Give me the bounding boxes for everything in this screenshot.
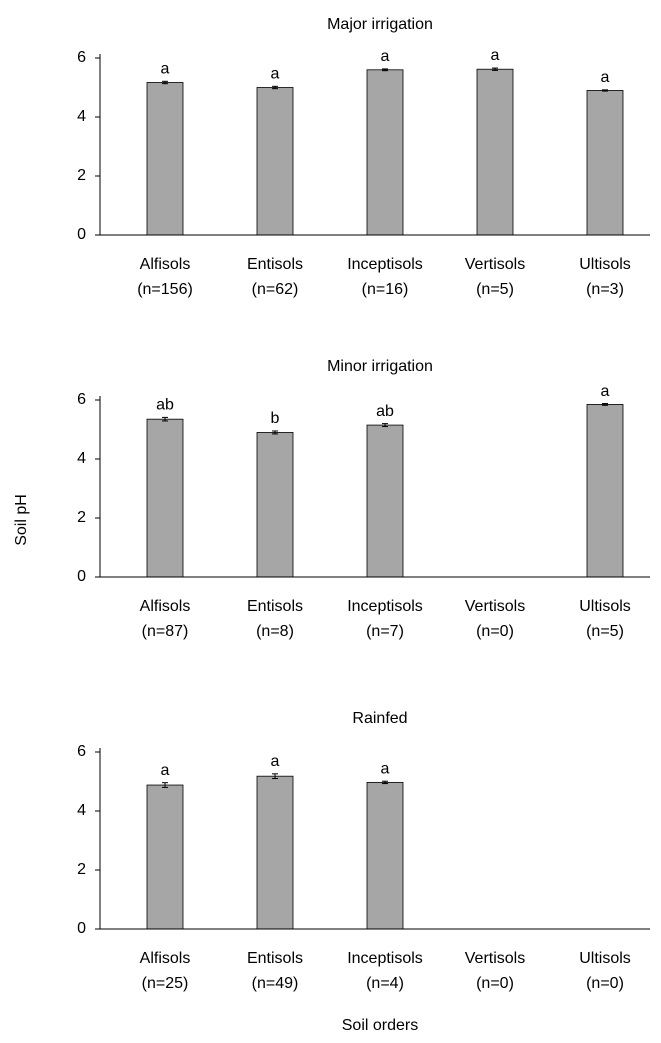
error-bar [382, 780, 388, 785]
bar [366, 424, 404, 578]
x-tick-label: Inceptisols [347, 256, 423, 273]
error-bar [162, 416, 168, 422]
y-axis-label: Soil pH [13, 494, 30, 546]
significance-letter: a [271, 66, 280, 83]
significance-letter: a [381, 48, 390, 65]
bar [586, 404, 624, 578]
error-bar [162, 80, 168, 85]
x-tick-label: Vertisols [465, 950, 525, 967]
x-tick-note: (n=8) [256, 623, 294, 640]
x-tick-label: Inceptisols [347, 598, 423, 615]
x-tick-label: Inceptisols [347, 950, 423, 967]
y-tick-label: 4 [77, 802, 86, 819]
y-tick-label: 0 [77, 568, 86, 585]
x-tick-note: (n=7) [366, 623, 404, 640]
x-tick-label: Alfisols [140, 950, 191, 967]
chart-title: Minor irrigation [327, 358, 433, 375]
x-tick-note: (n=0) [476, 623, 514, 640]
x-tick-note: (n=0) [476, 975, 514, 992]
x-tick-label: Ultisols [579, 950, 631, 967]
x-tick-note: (n=5) [476, 281, 514, 298]
x-tick-note: (n=4) [366, 975, 404, 992]
x-tick-note: (n=87) [142, 623, 189, 640]
x-tick-label: Vertisols [465, 256, 525, 273]
x-tick-label: Alfisols [140, 256, 191, 273]
error-bar [382, 423, 388, 428]
significance-letter: a [601, 383, 610, 400]
y-tick-label: 2 [77, 861, 86, 878]
x-axis-label: Soil orders [342, 1017, 418, 1034]
x-tick-label: Ultisols [579, 598, 631, 615]
x-tick-note: (n=62) [252, 281, 299, 298]
x-tick-note: (n=16) [362, 281, 409, 298]
y-tick-label: 6 [77, 49, 86, 66]
bar [146, 82, 184, 236]
significance-letter: a [491, 47, 500, 64]
bar [256, 87, 294, 236]
y-tick-label: 2 [77, 167, 86, 184]
x-tick-label: Entisols [247, 950, 303, 967]
error-bar [602, 403, 608, 406]
x-tick-note: (n=156) [137, 281, 193, 298]
y-tick-label: 2 [77, 509, 86, 526]
chart-title: Rainfed [352, 710, 407, 727]
x-tick-note: (n=25) [142, 975, 189, 992]
bar [256, 432, 294, 578]
x-tick-note: (n=5) [586, 623, 624, 640]
y-tick-label: 6 [77, 743, 86, 760]
bar [256, 775, 294, 930]
significance-letter: a [161, 762, 170, 779]
significance-letter: a [381, 760, 390, 777]
error-bar [162, 782, 168, 788]
x-tick-label: Vertisols [465, 598, 525, 615]
bar [146, 784, 184, 930]
bar [366, 69, 404, 236]
x-tick-label: Ultisols [579, 256, 631, 273]
significance-letter: ab [156, 397, 174, 414]
bar [146, 418, 184, 578]
significance-letter: ab [376, 403, 394, 420]
bar [586, 90, 624, 236]
x-tick-label: Entisols [247, 598, 303, 615]
bar [366, 781, 404, 930]
y-tick-label: 0 [77, 920, 86, 937]
x-tick-note: (n=49) [252, 975, 299, 992]
y-tick-label: 4 [77, 450, 86, 467]
x-tick-label: Alfisols [140, 598, 191, 615]
significance-letter: a [601, 69, 610, 86]
y-tick-label: 0 [77, 226, 86, 243]
error-bar [272, 430, 278, 435]
error-bar [272, 773, 278, 780]
x-tick-note: (n=3) [586, 281, 624, 298]
significance-letter: b [271, 410, 280, 427]
error-bar [382, 68, 388, 72]
error-bar [272, 85, 278, 90]
chart-title: Major irrigation [327, 16, 433, 33]
y-tick-label: 6 [77, 391, 86, 408]
x-tick-note: (n=0) [586, 975, 624, 992]
error-bar [602, 89, 608, 92]
y-tick-label: 4 [77, 108, 86, 125]
significance-letter: a [271, 753, 280, 770]
bar [476, 68, 514, 236]
error-bar [492, 67, 498, 71]
significance-letter: a [161, 61, 170, 78]
x-tick-label: Entisols [247, 256, 303, 273]
